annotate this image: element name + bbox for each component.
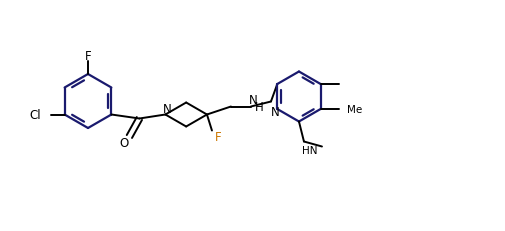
Text: Me: Me (346, 105, 362, 115)
Text: F: F (85, 50, 91, 63)
Text: N: N (248, 94, 258, 106)
Text: N: N (163, 103, 172, 116)
Text: N: N (271, 105, 280, 118)
Text: F: F (215, 131, 221, 143)
Text: Cl: Cl (29, 109, 40, 122)
Text: O: O (120, 137, 129, 149)
Text: H: H (255, 100, 263, 113)
Text: HN: HN (302, 145, 318, 155)
